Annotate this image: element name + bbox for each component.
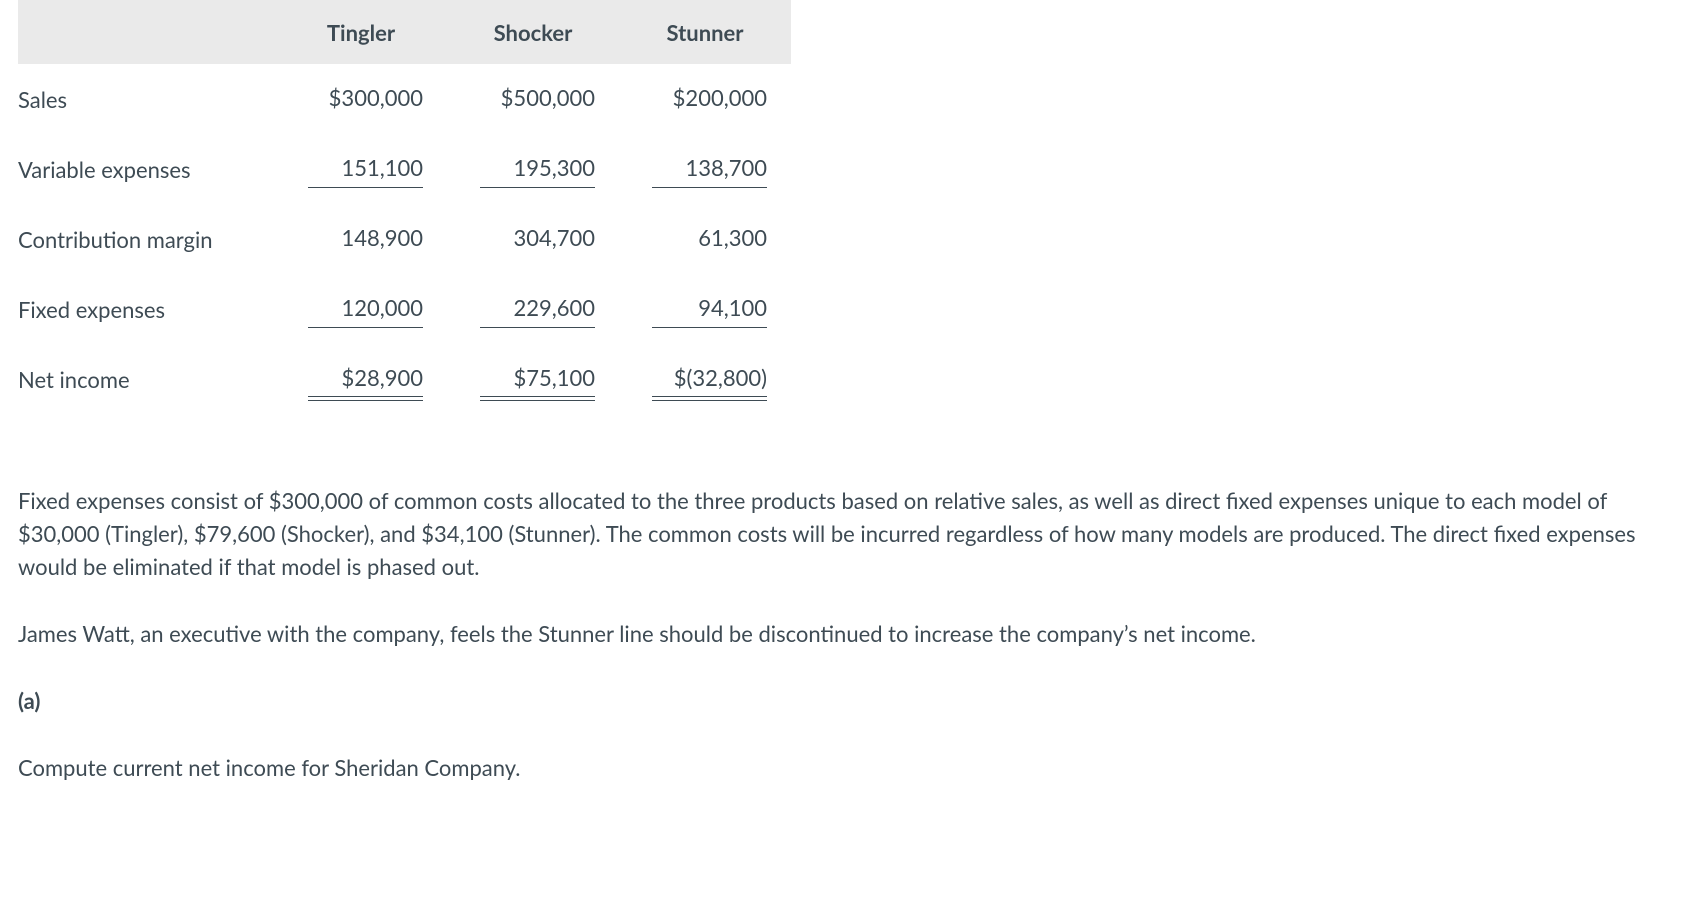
row-label: Net income — [18, 344, 275, 414]
table-row: Contribution margin 148,900 304,700 61,3… — [18, 204, 791, 274]
cell-value: 151,100 — [308, 151, 423, 188]
cell-value: $28,900 — [308, 361, 423, 397]
cell-value: 94,100 — [652, 291, 767, 328]
cell-value: $(32,800) — [652, 361, 767, 397]
explanatory-paragraph-1: Fixed expenses consist of $300,000 of co… — [18, 484, 1668, 583]
cell-value: $300,000 — [308, 81, 423, 117]
cell-value: $200,000 — [652, 81, 767, 117]
cell-value: 148,900 — [308, 221, 423, 257]
row-label: Sales — [18, 64, 275, 134]
income-statement-table: Tingler Shocker Stunner Sales $300,000 $… — [18, 0, 791, 414]
cell-value: 195,300 — [480, 151, 595, 188]
cell-value: 61,300 — [652, 221, 767, 257]
part-label-a: (a) — [18, 684, 1668, 717]
table-header-row: Tingler Shocker Stunner — [18, 0, 791, 64]
question-prompt: Compute current net income for Sheridan … — [18, 751, 1668, 784]
table-row: Fixed expenses 120,000 229,600 94,100 — [18, 274, 791, 344]
cell-value: 229,600 — [480, 291, 595, 328]
cell-value: 138,700 — [652, 151, 767, 188]
cell-value: 304,700 — [480, 221, 595, 257]
table-header-stunner: Stunner — [619, 0, 791, 64]
row-label: Fixed expenses — [18, 274, 275, 344]
cell-value: $75,100 — [480, 361, 595, 397]
row-label: Variable expenses — [18, 134, 275, 204]
cell-value: $500,000 — [480, 81, 595, 117]
explanatory-paragraph-2: James Watt, an executive with the compan… — [18, 617, 1668, 650]
cell-value: 120,000 — [308, 291, 423, 328]
table-row: Sales $300,000 $500,000 $200,000 — [18, 64, 791, 134]
table-header-tingler: Tingler — [275, 0, 447, 64]
table-header-shocker: Shocker — [447, 0, 619, 64]
table-header-blank — [18, 0, 275, 64]
table-row: Net income $28,900 $75,100 $(32,800) — [18, 344, 791, 414]
row-label: Contribution margin — [18, 204, 275, 274]
table-row: Variable expenses 151,100 195,300 138,70… — [18, 134, 791, 204]
